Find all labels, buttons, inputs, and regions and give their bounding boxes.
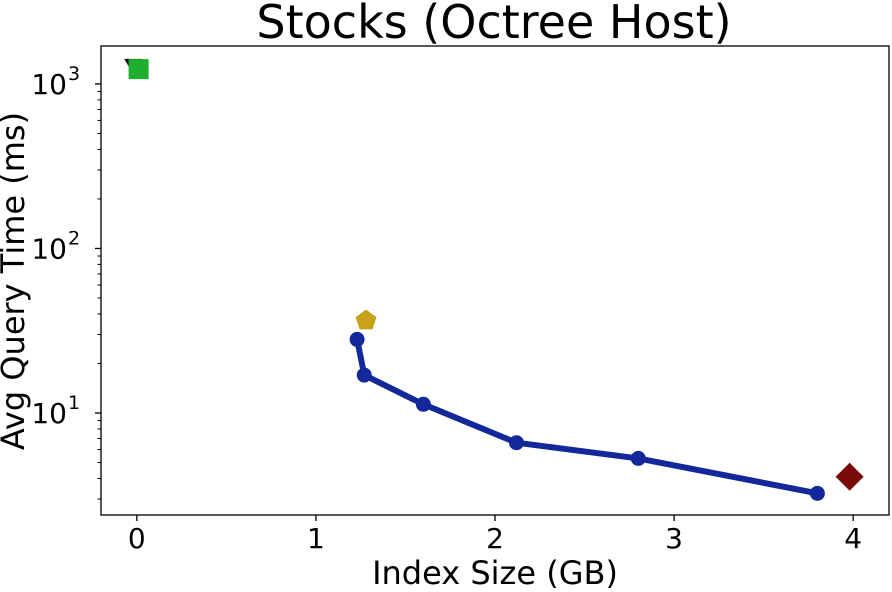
- data-point: [349, 331, 365, 347]
- plot-marks: [124, 58, 864, 501]
- data-point: [356, 367, 372, 383]
- y-tick-label: 10: [31, 397, 67, 430]
- x-axis-ticks: 0 1 2 3 4: [128, 515, 862, 555]
- x-tick-label: 4: [844, 522, 862, 555]
- plot-frame: [100, 45, 890, 516]
- y-axis-label: Avg Query Time (ms): [0, 112, 32, 450]
- y-tick-label: 10: [31, 68, 67, 101]
- x-tick-label: 1: [307, 522, 325, 555]
- x-tick-label: 0: [128, 522, 146, 555]
- data-point: [508, 435, 524, 451]
- chart-title: Stocks (Octree Host): [256, 0, 731, 49]
- y-tick-exponent: 2: [68, 227, 80, 249]
- y-tick-base: 10: [31, 232, 67, 265]
- data-point-square: [128, 59, 149, 80]
- y-tick-label: 10: [31, 232, 67, 265]
- y-tick-base: 10: [31, 397, 67, 430]
- y-tick-base: 10: [31, 68, 67, 101]
- y-tick-exponent: 3: [68, 63, 80, 85]
- series-line: [354, 336, 821, 497]
- y-tick-exponent: 1: [68, 392, 80, 414]
- x-tick-label: 3: [665, 522, 683, 555]
- data-point: [809, 485, 825, 501]
- x-tick-label: 2: [486, 522, 504, 555]
- x-axis-label: Index Size (GB): [372, 554, 618, 592]
- data-point-diamond: [835, 462, 864, 491]
- data-point: [415, 396, 431, 412]
- data-point: [630, 450, 646, 466]
- data-point-pentagon: [355, 309, 377, 330]
